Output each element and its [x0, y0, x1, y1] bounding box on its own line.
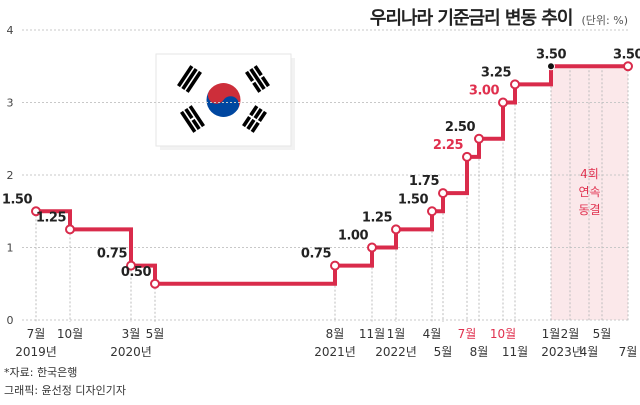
x-year-label: 2022년	[375, 345, 417, 359]
x-month-label: 2월	[561, 327, 580, 341]
data-point	[438, 188, 448, 199]
trigram-ri-icon	[180, 105, 205, 133]
data-point	[474, 133, 484, 144]
trigram-bar	[242, 115, 252, 128]
x-month-label: 11월	[502, 345, 528, 359]
data-label: 1.50	[2, 192, 33, 207]
data-label: 1.25	[36, 210, 67, 225]
x-month-label: 1월	[542, 327, 561, 341]
graphic-credit: 그래픽: 윤선정 디자인기자	[4, 384, 127, 397]
y-tick-label: 4	[7, 24, 14, 37]
data-point	[330, 260, 340, 271]
chart-unit: (단위: %)	[581, 14, 628, 27]
data-point	[462, 151, 472, 162]
data-label: 1.75	[409, 174, 440, 189]
x-month-label: 7월	[458, 327, 477, 341]
trigram-geon-icon	[177, 65, 202, 93]
trigram-bar	[184, 108, 194, 120]
data-label: 1.25	[362, 210, 393, 225]
trigram-bar	[245, 70, 255, 83]
trigram-bar	[249, 68, 266, 90]
trigram-bar	[191, 118, 201, 130]
x-month-label: 8월	[470, 345, 489, 359]
chart-title: 우리나라 기준금리 변동 추이	[369, 8, 574, 29]
trigram-bar	[253, 108, 263, 120]
x-month-label: 10월	[57, 327, 83, 341]
x-month-label: 5월	[434, 345, 453, 359]
x-month-label: 7월	[619, 345, 638, 359]
x-month-label: 4월	[580, 345, 599, 359]
y-tick-label: 2	[7, 169, 14, 182]
data-label: 1.00	[338, 229, 369, 244]
trigram-bar	[250, 121, 260, 133]
data-point	[65, 224, 75, 235]
data-point	[427, 206, 437, 217]
source-note: *자료: 한국은행	[4, 366, 78, 379]
data-point	[31, 206, 41, 217]
y-tick-label: 3	[7, 97, 14, 110]
x-month-label: 10월	[490, 327, 516, 341]
data-label: 0.75	[97, 247, 128, 262]
x-month-label: 8월	[326, 327, 345, 341]
x-month-label: 7월	[27, 327, 46, 341]
data-label: 3.50	[536, 47, 567, 62]
data-point	[126, 260, 136, 271]
x-month-label: 5월	[146, 327, 165, 341]
trigram-bar	[260, 75, 270, 88]
taegeuk-red-lobe	[207, 86, 225, 104]
trigram-bar	[253, 65, 263, 77]
data-point	[623, 61, 633, 72]
chart-title-row: 우리나라 기준금리 변동 추이 (단위: %)	[0, 4, 640, 30]
trigram-bar	[188, 105, 205, 128]
data-label: 3.00	[469, 84, 500, 99]
data-point	[510, 79, 520, 90]
taegeuk-blue-lobe	[222, 96, 240, 114]
x-year-label: 2020년	[110, 345, 152, 359]
korean-flag-icon	[155, 53, 295, 150]
trigram-gon-icon	[242, 105, 267, 133]
data-point	[391, 224, 401, 235]
trigram-bar	[180, 110, 197, 133]
data-point	[367, 242, 377, 253]
x-year-label: 2019년	[15, 345, 57, 359]
freeze-note-line: 4회	[580, 167, 599, 181]
x-month-label: 1월	[387, 327, 406, 341]
trigram-gam-icon	[245, 65, 270, 93]
x-month-label: 4월	[423, 327, 442, 341]
y-tick-label: 0	[7, 314, 14, 327]
trigram-bar	[177, 65, 194, 88]
data-label: 2.50	[445, 120, 476, 135]
data-point	[498, 97, 508, 108]
data-label: 2.25	[433, 138, 464, 153]
data-point	[547, 62, 555, 71]
trigram-bar	[257, 110, 267, 123]
data-label: 0.75	[301, 247, 332, 262]
data-label: 3.50	[613, 47, 640, 62]
x-year-label: 2021년	[314, 345, 356, 359]
x-month-label: 11월	[359, 327, 385, 341]
data-point	[150, 278, 160, 289]
trigram-bar	[249, 105, 259, 117]
freeze-period-box	[551, 66, 628, 320]
x-month-label: 5월	[593, 327, 612, 341]
data-label: 3.25	[481, 65, 512, 80]
trigram-bar	[185, 70, 202, 93]
y-tick-label: 1	[7, 242, 14, 255]
taegeuk-icon	[206, 83, 241, 117]
data-label: 1.50	[398, 192, 429, 207]
trigram-bar	[246, 118, 256, 130]
x-year-label: 2023년	[541, 345, 583, 359]
x-month-label: 3월	[122, 327, 141, 341]
freeze-note-line: 동결	[578, 203, 600, 217]
rate-step-line	[36, 64, 628, 286]
trigram-bar	[252, 81, 262, 93]
data-label: 0.50	[121, 265, 152, 280]
trigram-bar	[181, 68, 198, 90]
